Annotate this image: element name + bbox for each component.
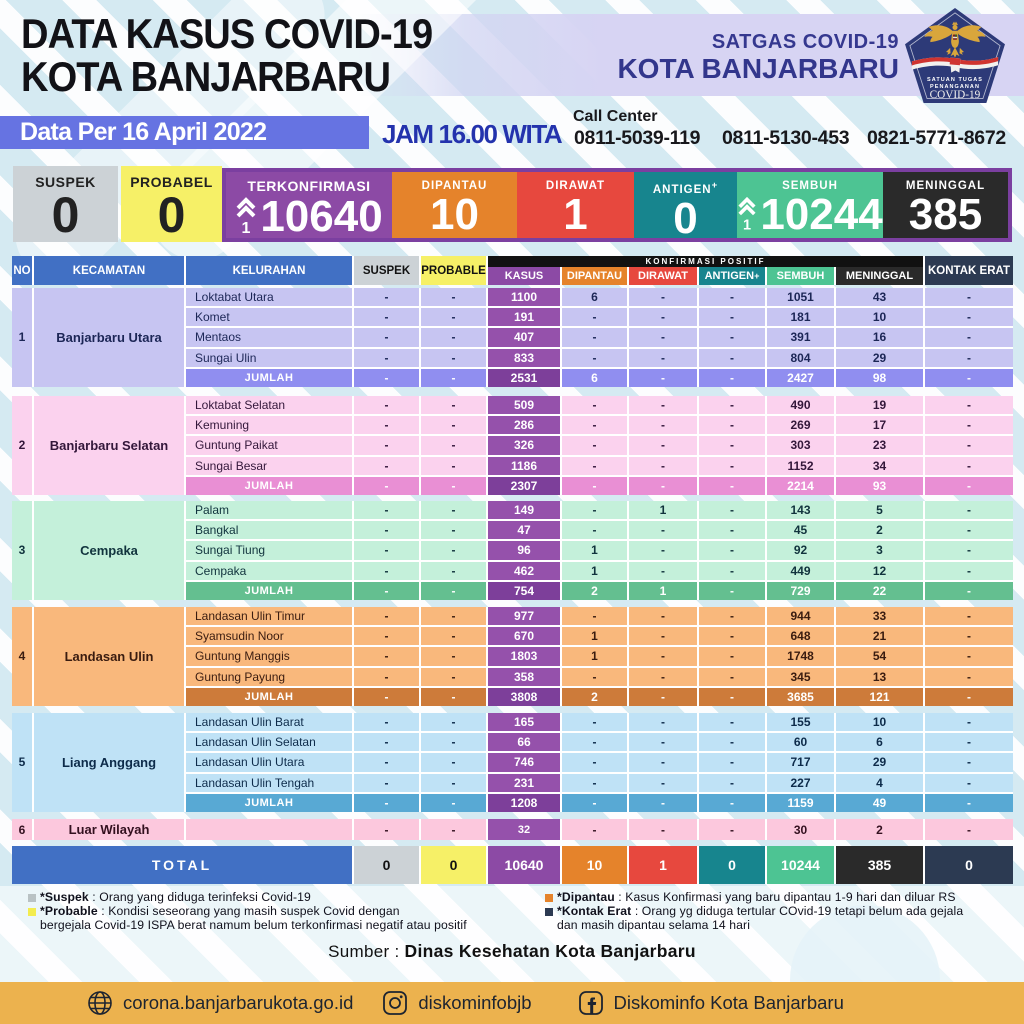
svg-text:SATUAN TUGAS: SATUAN TUGAS <box>927 77 983 83</box>
svg-text:PENANGANAN: PENANGANAN <box>930 84 980 90</box>
svg-text:1: 1 <box>242 220 251 236</box>
svg-text:COVID-19: COVID-19 <box>930 89 981 101</box>
svg-text:1: 1 <box>743 217 751 233</box>
